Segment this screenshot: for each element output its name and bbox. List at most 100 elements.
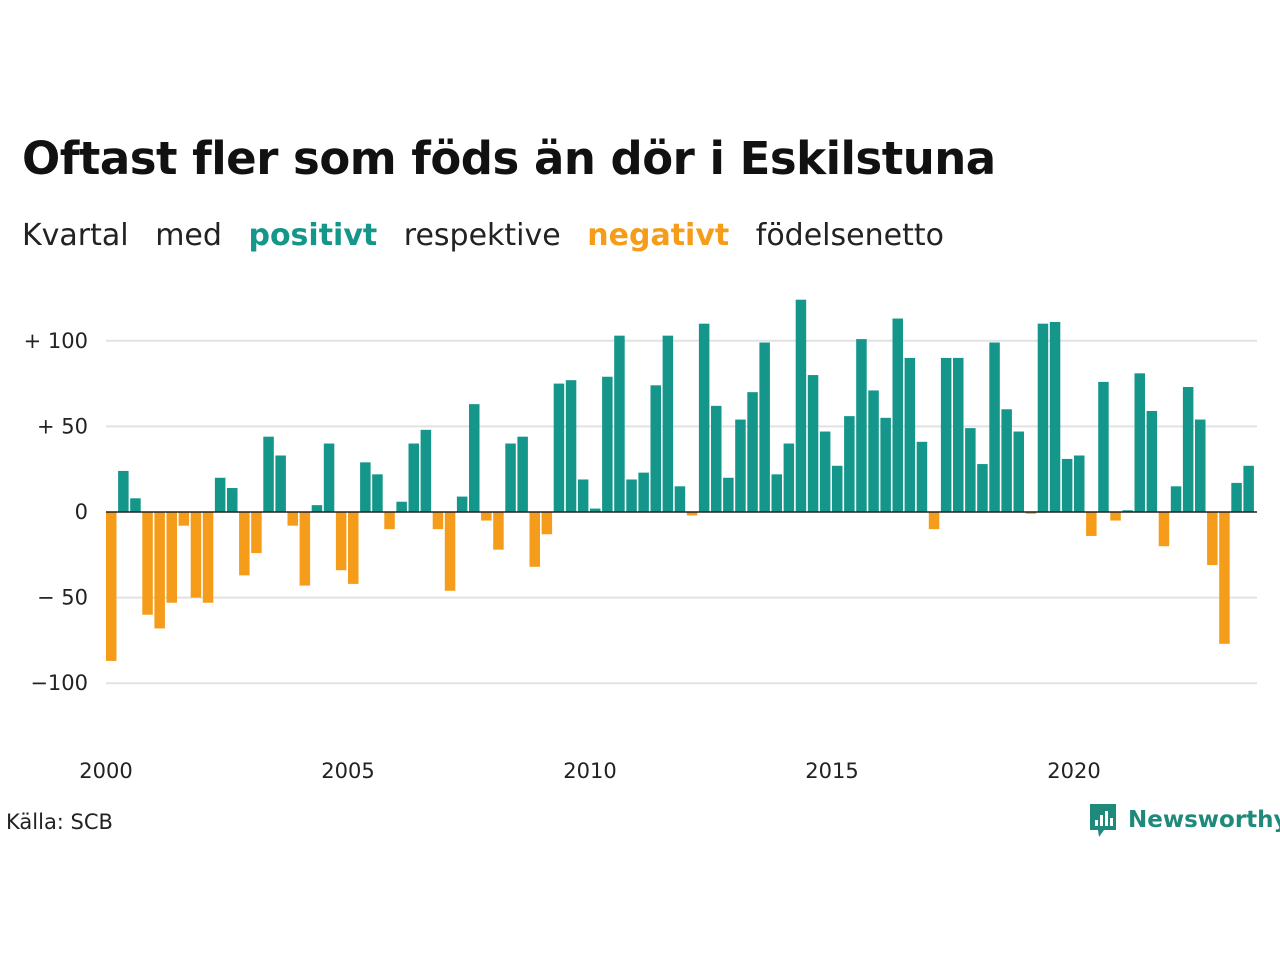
bar bbox=[469, 404, 480, 512]
bar bbox=[505, 443, 516, 512]
bar bbox=[977, 464, 988, 512]
bar bbox=[1182, 387, 1194, 512]
y-axis-tick-labels: + 100 + 50 0 − 50 −100 bbox=[24, 329, 88, 695]
x-tick-label: 2000 bbox=[79, 759, 132, 783]
bar bbox=[928, 512, 940, 530]
bar bbox=[795, 299, 807, 512]
bar bbox=[650, 385, 661, 512]
bar bbox=[614, 335, 625, 512]
x-tick-label: 2005 bbox=[321, 759, 374, 783]
bar bbox=[130, 498, 141, 512]
bar bbox=[227, 488, 238, 512]
bars bbox=[106, 299, 1254, 661]
y-tick-label: + 50 bbox=[37, 414, 88, 438]
y-tick-label: 0 bbox=[75, 500, 88, 524]
bar bbox=[1049, 321, 1061, 512]
bar bbox=[844, 416, 855, 512]
source-note: Källa: SCB bbox=[6, 810, 113, 834]
bar bbox=[904, 357, 916, 512]
bar bbox=[202, 512, 214, 603]
bar bbox=[1219, 512, 1230, 644]
bar bbox=[1061, 458, 1073, 512]
bar bbox=[275, 455, 286, 512]
subtitle-word-respektive: respektive bbox=[403, 218, 561, 253]
bar bbox=[880, 417, 891, 512]
bar bbox=[142, 512, 153, 615]
bar bbox=[989, 342, 1000, 512]
bar bbox=[106, 512, 117, 661]
bar bbox=[251, 512, 262, 554]
chart-subtitle: Kvartal med positivt respektive negativt… bbox=[22, 218, 961, 253]
bar bbox=[1243, 465, 1254, 512]
bar bbox=[384, 512, 395, 530]
bar bbox=[783, 443, 795, 512]
bar bbox=[481, 512, 492, 521]
bar bbox=[638, 472, 649, 512]
bar bbox=[529, 512, 540, 567]
bar bbox=[1158, 512, 1170, 547]
bar bbox=[723, 477, 734, 512]
x-axis-tick-labels: 2000 2005 2010 2015 2020 bbox=[79, 759, 1100, 783]
page-title: Oftast fler som föds än dör i Eskilstuna bbox=[22, 132, 996, 185]
bar bbox=[517, 436, 528, 512]
grid-lines bbox=[106, 339, 1257, 685]
bar bbox=[408, 443, 419, 512]
bar bbox=[916, 441, 928, 512]
bar bbox=[819, 431, 831, 512]
bar bbox=[711, 405, 722, 512]
bar bbox=[541, 512, 553, 535]
subtitle-negative-label: negativt bbox=[587, 218, 730, 253]
bar bbox=[662, 335, 674, 512]
bar bbox=[348, 512, 359, 584]
subtitle-word-med: med bbox=[155, 218, 222, 253]
bar bbox=[263, 436, 274, 512]
bar bbox=[166, 512, 177, 603]
birth-surplus-bar-chart: + 100 + 50 0 − 50 −100 2000 2005 2010 2015 2020 bbox=[24, 299, 1257, 783]
bar bbox=[323, 443, 335, 512]
bar bbox=[1001, 409, 1012, 512]
bar bbox=[432, 512, 444, 530]
bar bbox=[565, 380, 577, 512]
bar bbox=[590, 508, 601, 512]
bar bbox=[553, 383, 565, 512]
y-tick-label: − 50 bbox=[37, 586, 88, 610]
subtitle-positive-label: positivt bbox=[248, 218, 378, 253]
bar bbox=[1231, 482, 1242, 512]
bar bbox=[372, 474, 383, 512]
bar bbox=[1122, 510, 1133, 512]
bar bbox=[1170, 486, 1182, 512]
bar bbox=[735, 419, 746, 512]
bar bbox=[190, 512, 202, 598]
brand-logo: Newsworthy bbox=[1088, 802, 1280, 838]
bar bbox=[832, 465, 843, 512]
bar bbox=[1195, 419, 1206, 512]
bar bbox=[626, 479, 637, 512]
bar bbox=[287, 512, 298, 526]
bar bbox=[807, 375, 819, 512]
bar bbox=[456, 496, 468, 512]
subtitle-word-kvartal: Kvartal bbox=[22, 218, 129, 253]
bar bbox=[1134, 373, 1145, 512]
y-tick-label: −100 bbox=[30, 671, 88, 695]
x-tick-label: 2015 bbox=[805, 759, 858, 783]
bar bbox=[493, 512, 504, 550]
bar bbox=[396, 501, 407, 512]
brand-name: Newsworthy bbox=[1128, 807, 1280, 833]
bar bbox=[771, 474, 782, 512]
bar bbox=[1074, 455, 1085, 512]
bar bbox=[154, 512, 165, 629]
bar bbox=[674, 486, 686, 512]
bar bbox=[311, 505, 323, 512]
bar bbox=[892, 318, 903, 512]
x-tick-label: 2020 bbox=[1047, 759, 1100, 783]
bar bbox=[868, 390, 879, 512]
bar bbox=[698, 323, 710, 512]
bar bbox=[1110, 512, 1121, 521]
bar bbox=[178, 512, 190, 526]
bar bbox=[299, 512, 311, 586]
bar-chart-speech-bubble-icon bbox=[1090, 804, 1116, 837]
bar bbox=[1207, 512, 1218, 566]
bar bbox=[965, 428, 976, 512]
bar bbox=[1086, 512, 1097, 536]
bar bbox=[360, 462, 371, 512]
